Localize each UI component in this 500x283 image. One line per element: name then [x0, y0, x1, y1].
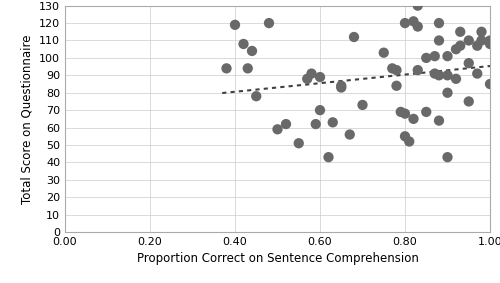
Point — [486, 42, 494, 46]
Point — [231, 23, 239, 27]
Point — [303, 76, 311, 81]
Point — [435, 118, 443, 123]
Point — [456, 29, 464, 34]
Point — [358, 103, 366, 107]
Point — [282, 122, 290, 126]
Point — [414, 68, 422, 72]
Point — [414, 24, 422, 29]
Point — [435, 38, 443, 43]
Point — [392, 83, 400, 88]
Point — [252, 94, 260, 98]
Point — [486, 38, 494, 43]
Point — [435, 73, 443, 78]
Point — [473, 44, 481, 48]
Point — [316, 75, 324, 79]
Point — [324, 155, 332, 159]
Point — [478, 29, 486, 34]
Point — [308, 71, 316, 76]
Point — [401, 21, 409, 25]
Point — [329, 120, 337, 125]
Point — [346, 132, 354, 137]
Point — [337, 83, 345, 88]
Point — [316, 108, 324, 112]
Point — [435, 21, 443, 25]
Point — [422, 56, 430, 60]
Point — [337, 85, 345, 90]
Point — [465, 99, 473, 104]
Point — [452, 47, 460, 52]
Point — [295, 141, 303, 145]
Point — [312, 122, 320, 126]
Point — [444, 54, 452, 58]
Point — [456, 44, 464, 48]
Point — [244, 66, 252, 71]
X-axis label: Proportion Correct on Sentence Comprehension: Proportion Correct on Sentence Comprehen… — [136, 252, 418, 265]
Point — [444, 91, 452, 95]
Point — [397, 110, 405, 114]
Point — [401, 112, 409, 116]
Point — [473, 71, 481, 76]
Point — [465, 61, 473, 65]
Point — [388, 66, 396, 71]
Point — [401, 134, 409, 139]
Point — [478, 38, 486, 43]
Point — [350, 35, 358, 39]
Point — [465, 38, 473, 43]
Point — [431, 54, 439, 58]
Point — [452, 76, 460, 81]
Point — [265, 21, 273, 25]
Y-axis label: Total Score on Questionnaire: Total Score on Questionnaire — [20, 34, 34, 203]
Point — [248, 49, 256, 53]
Point — [444, 155, 452, 159]
Point — [410, 117, 418, 121]
Point — [414, 3, 422, 8]
Point — [380, 50, 388, 55]
Point — [422, 110, 430, 114]
Point — [486, 82, 494, 86]
Point — [240, 42, 248, 46]
Point — [405, 139, 413, 144]
Point — [410, 19, 418, 23]
Point — [274, 127, 281, 132]
Point — [444, 73, 452, 78]
Point — [392, 68, 400, 72]
Point — [431, 71, 439, 76]
Point — [222, 66, 230, 71]
